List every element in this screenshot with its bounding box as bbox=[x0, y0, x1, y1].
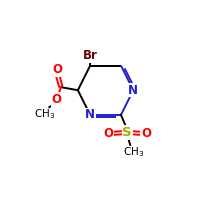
Text: O: O bbox=[141, 127, 151, 140]
Text: O: O bbox=[52, 63, 62, 76]
Text: N: N bbox=[85, 108, 95, 121]
Text: O: O bbox=[103, 127, 113, 140]
Text: Br: Br bbox=[83, 49, 98, 62]
Text: CH$_3$: CH$_3$ bbox=[34, 107, 55, 121]
Text: CH$_3$: CH$_3$ bbox=[123, 145, 144, 159]
Text: N: N bbox=[128, 84, 138, 97]
Text: S: S bbox=[122, 126, 132, 139]
Text: O: O bbox=[51, 93, 61, 106]
